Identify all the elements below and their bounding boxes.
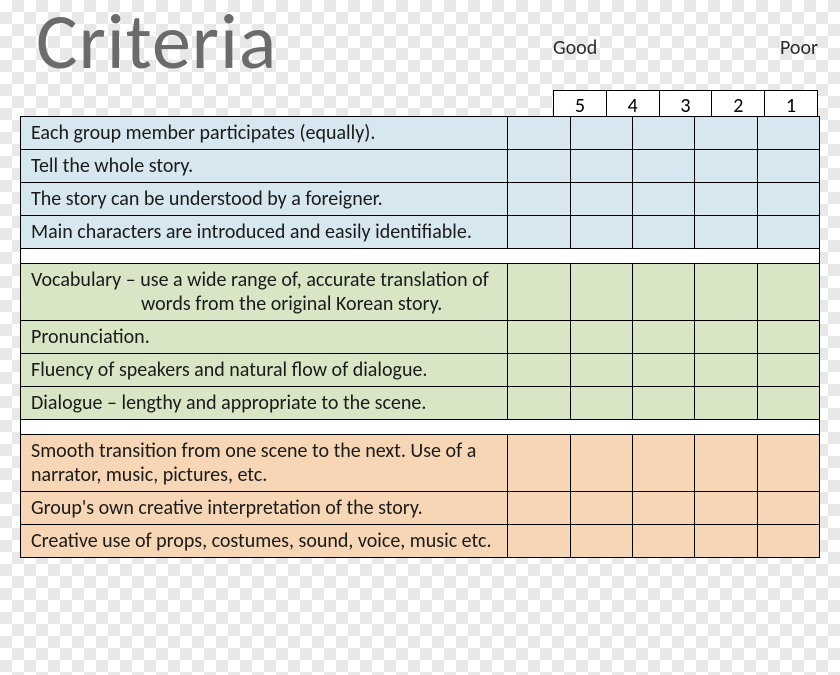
score-cell[interactable]: [508, 435, 570, 492]
score-cell[interactable]: [508, 321, 570, 354]
score-cell[interactable]: [570, 525, 632, 558]
page-title: Criteria: [36, 0, 277, 89]
score-cell[interactable]: [695, 216, 757, 249]
score-cell[interactable]: [695, 525, 757, 558]
scale-poor-label: Poor: [780, 36, 818, 60]
table-row: Smooth transition from one scene to the …: [21, 435, 820, 492]
score-cell[interactable]: [508, 264, 570, 321]
table-row: Group's own creative interpretation of t…: [21, 492, 820, 525]
criterion-text: Pronunciation.: [21, 321, 508, 354]
score-cell[interactable]: [508, 525, 570, 558]
scale-header: Good Poor 5 4 3 2 1: [553, 36, 818, 122]
score-cell[interactable]: [757, 525, 819, 558]
score-cell[interactable]: [570, 216, 632, 249]
score-cell[interactable]: [508, 183, 570, 216]
section-spacer: [21, 249, 820, 264]
criterion-text: Dialogue – lengthy and appropriate to th…: [21, 387, 508, 420]
score-cell[interactable]: [695, 435, 757, 492]
score-cell[interactable]: [695, 354, 757, 387]
score-cell[interactable]: [570, 183, 632, 216]
criterion-line2: words from the original Korean story.: [31, 292, 499, 316]
score-cell[interactable]: [757, 264, 819, 321]
score-cell[interactable]: [695, 387, 757, 420]
score-cell[interactable]: [633, 492, 695, 525]
score-cell[interactable]: [508, 216, 570, 249]
score-cell[interactable]: [757, 354, 819, 387]
score-cell[interactable]: [508, 387, 570, 420]
score-cell[interactable]: [570, 117, 632, 150]
table-row: Fluency of speakers and natural flow of …: [21, 354, 820, 387]
score-cell[interactable]: [757, 435, 819, 492]
criterion-line1: Smooth transition from one scene to the …: [31, 439, 476, 463]
score-cell[interactable]: [570, 150, 632, 183]
criterion-line2: narrator, music, pictures, etc.: [31, 463, 267, 487]
score-cell[interactable]: [633, 150, 695, 183]
score-cell[interactable]: [695, 264, 757, 321]
score-cell[interactable]: [633, 321, 695, 354]
score-cell[interactable]: [757, 387, 819, 420]
score-cell[interactable]: [570, 492, 632, 525]
table-row: Creative use of props, costumes, sound, …: [21, 525, 820, 558]
score-cell[interactable]: [757, 216, 819, 249]
score-cell[interactable]: [508, 354, 570, 387]
table-row: Dialogue – lengthy and appropriate to th…: [21, 387, 820, 420]
criterion-text: Each group member participates (equally)…: [21, 117, 508, 150]
score-cell[interactable]: [633, 387, 695, 420]
score-cell[interactable]: [757, 492, 819, 525]
table-row: Vocabulary – use a wide range of, accura…: [21, 264, 820, 321]
criterion-text: Fluency of speakers and natural flow of …: [21, 354, 508, 387]
criterion-text: The story can be understood by a foreign…: [21, 183, 508, 216]
criterion-text: Vocabulary – use a wide range of, accura…: [21, 264, 508, 321]
table-row: Main characters are introduced and easil…: [21, 216, 820, 249]
score-cell[interactable]: [695, 183, 757, 216]
criterion-line1: Vocabulary – use a wide range of, accura…: [31, 268, 489, 292]
score-cell[interactable]: [695, 321, 757, 354]
score-cell[interactable]: [633, 264, 695, 321]
criterion-text: Main characters are introduced and easil…: [21, 216, 508, 249]
score-cell[interactable]: [695, 117, 757, 150]
score-cell[interactable]: [570, 354, 632, 387]
criterion-text: Group's own creative interpretation of t…: [21, 492, 508, 525]
score-cell[interactable]: [633, 117, 695, 150]
scale-good-label: Good: [553, 36, 597, 60]
score-cell[interactable]: [633, 216, 695, 249]
criterion-text: Smooth transition from one scene to the …: [21, 435, 508, 492]
score-cell[interactable]: [570, 264, 632, 321]
score-cell[interactable]: [633, 435, 695, 492]
table-row: Each group member participates (equally)…: [21, 117, 820, 150]
score-cell[interactable]: [508, 117, 570, 150]
score-cell[interactable]: [633, 525, 695, 558]
table-row: The story can be understood by a foreign…: [21, 183, 820, 216]
score-cell[interactable]: [633, 183, 695, 216]
score-cell[interactable]: [757, 117, 819, 150]
score-cell[interactable]: [695, 150, 757, 183]
criterion-text: Creative use of props, costumes, sound, …: [21, 525, 508, 558]
score-cell[interactable]: [570, 321, 632, 354]
score-cell[interactable]: [757, 321, 819, 354]
table-row: Tell the whole story.: [21, 150, 820, 183]
score-cell[interactable]: [508, 150, 570, 183]
criterion-text: Tell the whole story.: [21, 150, 508, 183]
score-cell[interactable]: [570, 435, 632, 492]
rubric-table: Each group member participates (equally)…: [20, 116, 820, 558]
section-spacer: [21, 420, 820, 435]
score-cell[interactable]: [695, 492, 757, 525]
score-cell[interactable]: [633, 354, 695, 387]
score-cell[interactable]: [570, 387, 632, 420]
score-cell[interactable]: [508, 492, 570, 525]
table-row: Pronunciation.: [21, 321, 820, 354]
score-cell[interactable]: [757, 150, 819, 183]
score-cell[interactable]: [757, 183, 819, 216]
